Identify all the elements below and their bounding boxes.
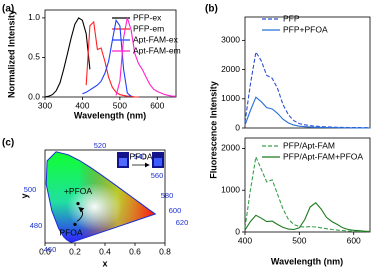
- legend-label: PFP+PFOA: [283, 24, 328, 34]
- x-axis-label: x: [102, 258, 107, 268]
- x-tick-label: 400: [238, 235, 252, 245]
- x-tick-label: 500: [292, 235, 306, 245]
- panel-label: (a): [2, 4, 14, 15]
- legend-label: PFP: [283, 13, 300, 23]
- wavelength-label: 580: [161, 191, 174, 200]
- x-tick-label: 600: [150, 100, 164, 110]
- y-tick-label: 1000: [221, 93, 240, 103]
- wavelength-label: 560: [151, 171, 164, 180]
- legend-label: Apt-FAM-ex: [133, 34, 179, 44]
- point-label: PFOA: [59, 228, 82, 238]
- y-tick-label: 0: [235, 226, 240, 236]
- y-tick-label: 2000: [221, 143, 240, 153]
- x-tick-label: 500: [113, 100, 127, 110]
- x-axis-label: Wavelength (nm): [74, 110, 146, 120]
- vial-before-glow: [119, 158, 127, 166]
- series-line: [44, 17, 91, 98]
- y-tick-label: 0.5: [28, 52, 40, 62]
- vial-after-glow: [154, 158, 162, 166]
- cie-point: [73, 222, 77, 226]
- series-line: [82, 18, 132, 97]
- wavelength-label: 520: [94, 141, 107, 150]
- wavelength-label: 460: [44, 245, 57, 254]
- y-tick-label: 1000: [221, 184, 240, 194]
- wavelength-label: 620: [176, 218, 189, 227]
- x-tick-label: 0.8: [159, 246, 171, 256]
- y-tick-label: 0.0: [28, 91, 40, 101]
- point-label: +PFOA: [64, 186, 92, 196]
- legend-label: PFP-em: [133, 23, 164, 33]
- wavelength-label: 480: [30, 221, 43, 230]
- gamut-outline: [45, 151, 157, 244]
- x-axis-label: Wavelength (nm): [271, 256, 343, 266]
- x-tick-label: 0.4: [99, 246, 111, 256]
- x-tick-label: 400: [75, 100, 89, 110]
- legend-label: Apt-FAM-em: [133, 45, 181, 55]
- series-line: [85, 20, 139, 98]
- series-line: [244, 154, 371, 233]
- y-tick-label: 3000: [221, 35, 240, 45]
- series-line: [244, 50, 370, 129]
- legend-label: PFP/Apt-FAM+PFOA: [283, 151, 363, 161]
- shift-arrow: [76, 207, 85, 222]
- x-tick-label: 300: [38, 100, 52, 110]
- series-line: [115, 17, 176, 97]
- plot-frame: [244, 137, 371, 233]
- series-line: [244, 96, 370, 129]
- plot-frame: [44, 9, 177, 98]
- wavelength-label: 540: [134, 152, 147, 161]
- wavelength-label: 500: [24, 185, 37, 194]
- y-tick-label: 1.0: [28, 12, 40, 22]
- y-axis-label: Normalized Intensity: [6, 10, 16, 98]
- x-tick-label: 600: [347, 235, 361, 245]
- y-axis-label: y: [19, 193, 29, 198]
- cie-point: [76, 202, 80, 206]
- legend-label: PFP/Apt-FAM: [283, 140, 335, 150]
- x-tick-label: 0.2: [69, 246, 81, 256]
- plot-frame: [244, 16, 371, 129]
- wavelength-label: 600: [169, 206, 182, 215]
- panel-label: (b): [205, 4, 218, 15]
- x-tick-label: 0.6: [129, 246, 141, 256]
- y-axis-label: Fluorescence Intensity: [208, 81, 218, 179]
- legend-label: PFP-ex: [133, 12, 162, 22]
- x-tick-label: 0.0: [39, 246, 51, 256]
- y-tick-label: 0: [235, 122, 240, 132]
- panel-label: (c): [2, 138, 14, 149]
- y-tick-label: 2000: [221, 64, 240, 74]
- inset-label: PFOA: [129, 151, 152, 161]
- series-line: [244, 202, 371, 232]
